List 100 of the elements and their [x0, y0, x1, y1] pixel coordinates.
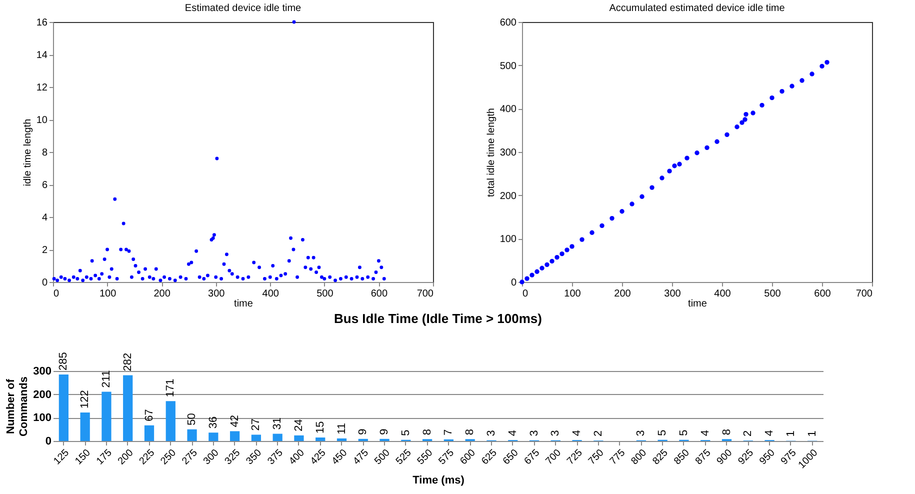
- point: [770, 95, 774, 100]
- data-label: 31: [272, 418, 284, 430]
- y-tick-label: 100: [500, 234, 517, 246]
- data-label: 282: [122, 352, 134, 372]
- x-tick-label: 500: [316, 288, 334, 300]
- y-tick-label: 4: [42, 212, 48, 224]
- y-tick-label: 6: [42, 180, 48, 191]
- y-tick-label: 14: [36, 50, 48, 61]
- data-label: 9: [357, 428, 370, 435]
- y-tick-label: 0: [42, 278, 48, 288]
- bar: [316, 438, 326, 441]
- point: [750, 110, 756, 116]
- data-label: 5: [656, 430, 669, 436]
- point: [724, 132, 730, 138]
- x-tick-label: 875: [694, 447, 714, 468]
- x-tick-label: 100: [99, 288, 117, 300]
- x-tick-label: 550: [416, 447, 436, 468]
- x-axis-title: time: [234, 298, 254, 310]
- point: [760, 102, 764, 108]
- x-tick-label: 525: [394, 447, 414, 468]
- point: [800, 78, 804, 83]
- y-tick-label: 300: [33, 366, 52, 378]
- point: [590, 230, 594, 235]
- data-label: 36: [207, 416, 220, 429]
- x-tick-label: 450: [330, 447, 350, 468]
- x-tick-label: 500: [764, 288, 782, 300]
- point: [564, 248, 570, 252]
- data-label: 4: [571, 430, 584, 436]
- point: [620, 209, 624, 214]
- point: [820, 64, 824, 69]
- y-axis-title: total idle time length: [486, 108, 497, 197]
- point: [810, 72, 814, 76]
- bar: [80, 412, 90, 441]
- point: [790, 84, 794, 88]
- y-tick-label: 10: [36, 115, 48, 126]
- data-label: 8: [464, 429, 476, 436]
- point: [650, 185, 654, 190]
- point: [524, 276, 530, 281]
- x-tick-label: 625: [480, 447, 500, 468]
- data-label: 3: [635, 430, 648, 436]
- data-label: 8: [421, 429, 434, 436]
- point: [600, 223, 604, 228]
- y-tick-label: 0: [510, 278, 517, 288]
- y-tick-label: 500: [500, 60, 517, 72]
- x-tick-label: 725: [565, 447, 586, 468]
- point: [660, 176, 664, 180]
- x-tick-label: 125: [52, 447, 72, 468]
- point: [734, 124, 740, 130]
- point: [667, 168, 672, 174]
- x-tick-label: 200: [116, 447, 136, 468]
- x-tick-label: 600: [370, 288, 388, 300]
- data-label: 122: [79, 390, 92, 409]
- x-axis-title: Time (ms): [412, 474, 465, 486]
- y-axis-title: Number of Commands: [5, 376, 30, 436]
- bar: [58, 374, 69, 441]
- x-tick-label: 850: [672, 447, 692, 468]
- point: [580, 237, 584, 242]
- x-axis-title: time: [688, 298, 708, 310]
- point: [530, 272, 534, 278]
- data-label: 211: [100, 370, 112, 388]
- data-label: 8: [720, 429, 733, 436]
- data-label: 3: [550, 430, 562, 436]
- data-label: 50: [186, 413, 198, 426]
- bar: [294, 435, 304, 441]
- chart-title: Estimated device idle time: [184, 3, 302, 14]
- point: [610, 216, 614, 221]
- data-label: 3: [528, 430, 540, 436]
- data-label: 171: [164, 378, 177, 398]
- data-label: 3: [485, 430, 498, 436]
- y-tick-label: 200: [33, 388, 52, 401]
- x-tick-label: 825: [650, 447, 671, 468]
- x-tick-label: 700: [416, 288, 434, 300]
- point: [744, 112, 748, 117]
- data-label: 24: [292, 419, 305, 432]
- x-tick-label: 300: [202, 447, 222, 468]
- x-tick-label: 200: [614, 288, 632, 300]
- point: [677, 162, 682, 166]
- y-tick-label: 12: [36, 82, 48, 94]
- x-tick-label: 100: [564, 288, 582, 300]
- bar: [144, 425, 154, 441]
- y-tick-label: 0: [45, 436, 52, 448]
- point: [780, 88, 784, 94]
- data-label: 4: [764, 430, 776, 436]
- bar: [336, 438, 347, 441]
- point: [824, 60, 830, 65]
- bar: [187, 429, 197, 441]
- point: [554, 254, 560, 260]
- point: [540, 266, 544, 270]
- x-tick-label: 400: [714, 288, 732, 300]
- data-label: 9: [378, 428, 391, 435]
- x-tick-label: 775: [608, 447, 628, 468]
- y-tick-label: 300: [500, 148, 517, 158]
- bar: [123, 375, 133, 441]
- x-tick-label: 600: [458, 447, 478, 468]
- point: [684, 156, 690, 160]
- data-label: 7: [442, 429, 455, 436]
- data-label: 4: [699, 430, 712, 436]
- x-tick-label: 350: [244, 447, 264, 468]
- data-label: 5: [678, 430, 690, 436]
- x-tick-label: 0: [522, 288, 528, 300]
